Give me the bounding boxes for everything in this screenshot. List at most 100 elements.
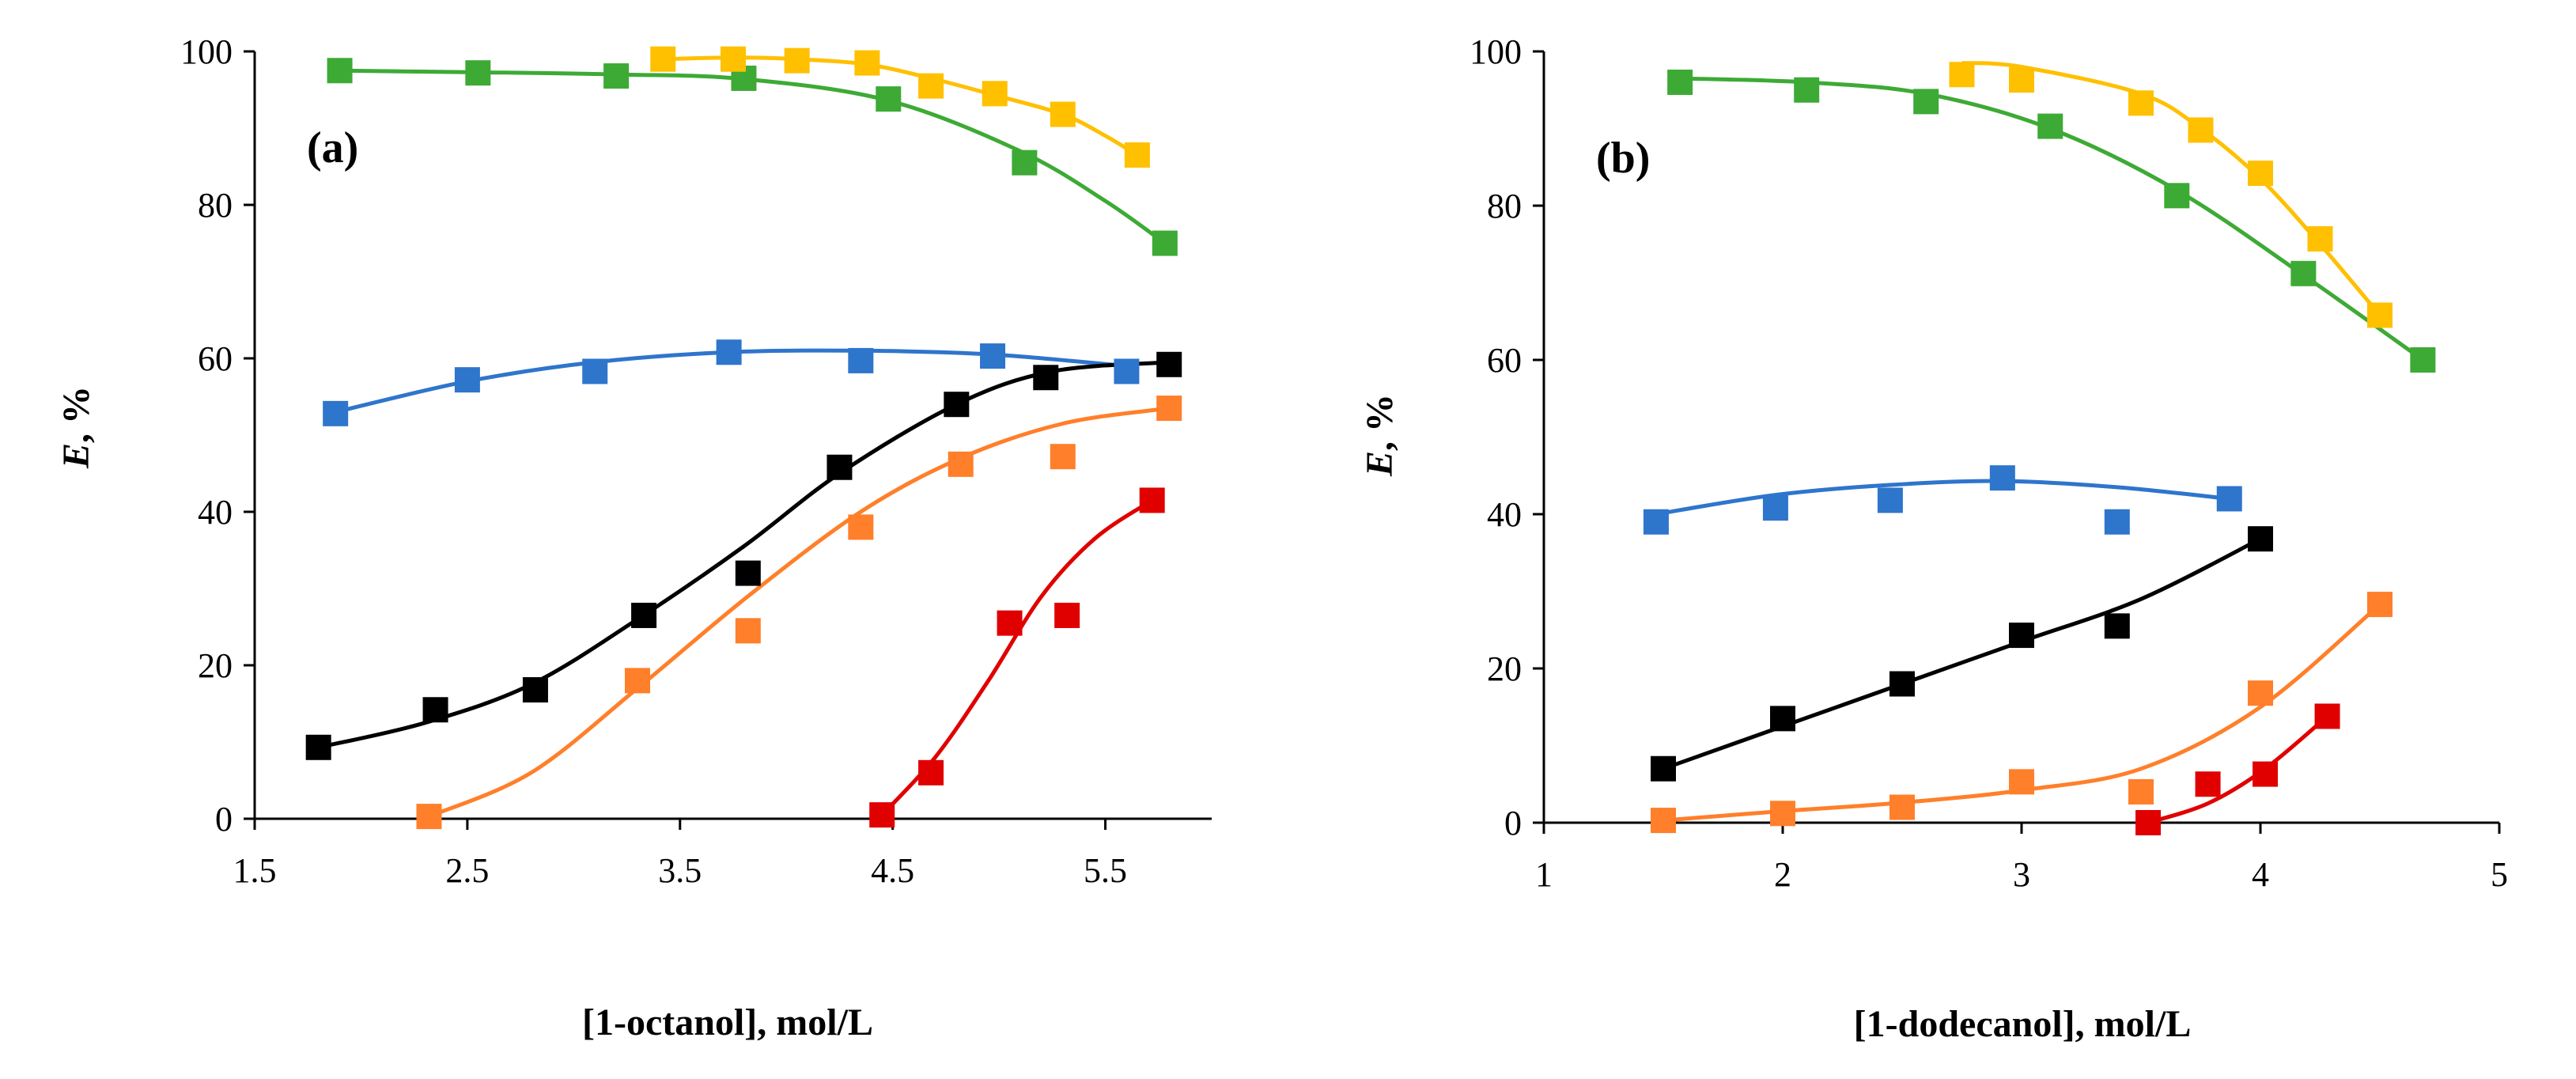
series-line-black	[318, 360, 1170, 750]
series-line-orange	[428, 406, 1170, 819]
data-point-black	[422, 697, 448, 723]
data-point-orange	[1889, 794, 1915, 820]
data-point-black	[1651, 755, 1676, 782]
data-point-green	[1667, 70, 1693, 95]
data-point-blue	[323, 400, 349, 426]
data-point-yellow	[1124, 142, 1150, 168]
data-point-blue	[716, 339, 742, 365]
data-point-green	[1913, 89, 1939, 115]
data-point-yellow	[650, 46, 676, 72]
data-point-blue	[848, 347, 874, 373]
data-point-black	[1770, 706, 1795, 732]
data-point-yellow	[1949, 62, 1975, 88]
y-tick-label: 60	[198, 339, 233, 378]
x-tick-label: 5	[2491, 855, 2508, 894]
data-point-yellow	[721, 46, 746, 72]
data-point-green	[603, 63, 630, 89]
y-tick-label: 100	[1470, 32, 1522, 71]
y-tick-label: 60	[1487, 341, 1522, 380]
data-point-red	[2135, 810, 2162, 835]
x-tick-label: 5.5	[1084, 851, 1127, 890]
data-point-red	[1139, 487, 1165, 513]
data-point-green	[876, 86, 902, 112]
data-point-orange	[2128, 779, 2154, 805]
data-point-red	[1054, 602, 1080, 628]
data-point-orange	[848, 514, 874, 540]
data-point-blue	[1762, 495, 1788, 521]
data-point-red	[869, 802, 895, 828]
data-point-black	[522, 677, 548, 703]
data-point-yellow	[982, 81, 1008, 107]
data-point-black	[827, 454, 853, 480]
data-point-black	[2009, 623, 2034, 649]
data-point-black	[305, 734, 331, 760]
data-point-black	[1033, 365, 1059, 391]
data-point-yellow	[2188, 117, 2214, 143]
data-point-blue	[2216, 486, 2242, 512]
data-point-orange	[2009, 769, 2034, 795]
x-tick-label: 1	[1535, 855, 1553, 894]
data-point-blue	[980, 343, 1006, 369]
data-point-black	[944, 392, 970, 418]
series-line-blue	[1655, 479, 2230, 517]
x-tick-label: 3	[2013, 855, 2030, 894]
data-point-red	[918, 759, 944, 786]
data-point-orange	[1770, 801, 1795, 827]
data-point-blue	[454, 367, 480, 393]
data-point-green	[2290, 260, 2317, 286]
data-point-red	[2195, 771, 2221, 797]
y-tick-label: 40	[1487, 495, 1522, 534]
data-point-black	[1156, 351, 1182, 377]
x-tick-label: 4.5	[871, 851, 914, 890]
data-point-yellow	[1050, 101, 1076, 127]
data-point-orange	[735, 618, 761, 644]
data-point-yellow	[918, 73, 944, 99]
data-point-red	[2253, 761, 2279, 787]
data-point-orange	[1651, 808, 1676, 834]
x-axis-title-b: [1-dodecanol], mol/L	[1854, 1003, 2192, 1045]
x-axis-title-a: [1-octanol], mol/L	[582, 1001, 873, 1043]
data-point-black	[631, 602, 657, 628]
series-line-red	[2147, 714, 2329, 825]
chart-panel-a: (a) [1-octanol], mol/L E, % 0 20 40 60 80 100…	[55, 32, 1212, 1043]
panel-label-b: (b)	[1596, 134, 1650, 183]
data-point-green	[1152, 230, 1178, 256]
data-point-orange	[2367, 592, 2393, 618]
y-tick-label: 80	[198, 186, 233, 225]
data-point-orange	[948, 451, 974, 477]
y-tick-label: 80	[1487, 187, 1522, 225]
y-tick-label: 0	[215, 800, 233, 839]
data-point-blue	[1114, 358, 1140, 384]
data-point-black	[735, 560, 761, 586]
data-point-yellow	[854, 50, 880, 76]
series-line-black	[1662, 536, 2262, 771]
data-point-green	[2410, 347, 2436, 373]
series-line-green	[339, 68, 1167, 245]
x-tick-label: 4	[2252, 855, 2269, 894]
data-point-black	[1889, 671, 1915, 697]
y-tick-label: 0	[1504, 804, 1522, 842]
data-point-blue	[1989, 465, 2015, 491]
data-point-orange	[1050, 444, 1076, 470]
data-point-yellow	[2009, 67, 2034, 93]
data-point-green	[2164, 183, 2190, 209]
data-point-black	[2104, 613, 2130, 639]
data-point-green	[2037, 113, 2063, 139]
x-tick-label: 2	[1774, 855, 1791, 894]
data-point-blue	[1643, 509, 1669, 535]
data-point-orange	[2248, 680, 2273, 706]
data-point-orange	[416, 804, 442, 830]
data-point-green	[465, 60, 491, 86]
data-point-yellow	[2248, 161, 2273, 187]
data-point-black	[2248, 526, 2273, 552]
data-point-yellow	[2367, 302, 2393, 328]
chart-panel-b: (b) [1-dodecanol], mol/L E, % 0 20 40 60 80 1…	[1359, 32, 2508, 1045]
x-tick-label: 2.5	[445, 851, 489, 890]
data-point-red	[997, 610, 1023, 636]
data-point-yellow	[2128, 90, 2154, 116]
data-point-yellow	[784, 47, 810, 74]
x-tick-label: 1.5	[233, 851, 277, 890]
data-point-green	[1012, 150, 1038, 176]
data-point-green	[1794, 77, 1820, 103]
